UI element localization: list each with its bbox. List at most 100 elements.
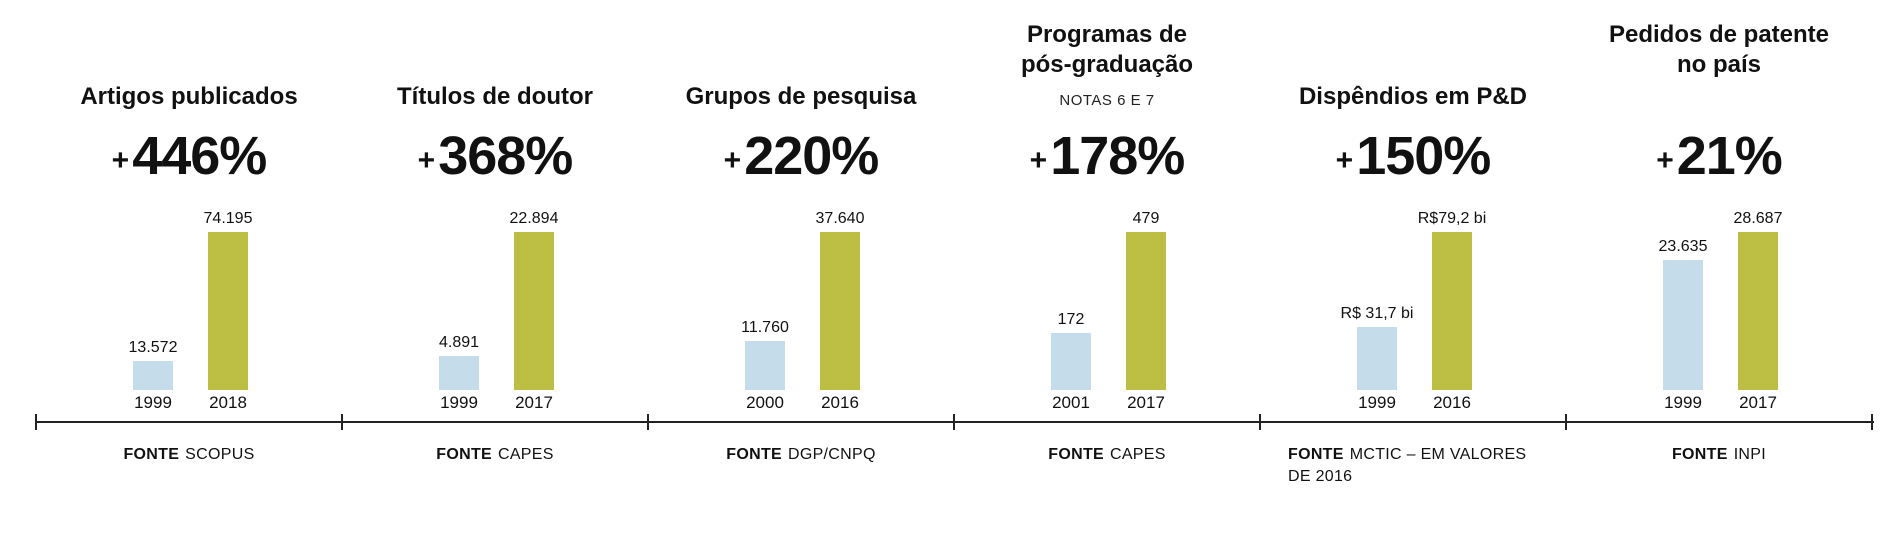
year-label: 2016	[1433, 393, 1471, 412]
panel-subtitle: NOTAS 6 E 7	[1059, 92, 1155, 109]
value-label: 23.635	[1658, 238, 1708, 255]
percent-value: 220%	[744, 126, 879, 186]
year-label: 1999	[440, 393, 478, 412]
percent-value: 21%	[1676, 126, 1783, 186]
panel-title-line: Dispêndios em P&D	[1298, 83, 1528, 110]
source-note: FONTE INPI	[1566, 444, 1872, 466]
source-label: FONTE	[726, 446, 782, 463]
panel-title-line: pós-graduação	[1020, 51, 1194, 78]
chart-panel: Títulos de doutor +368% 4.891 1999 22.894 201…	[342, 0, 648, 533]
plus-sign: +	[417, 144, 436, 177]
bar-earlier	[745, 341, 785, 390]
panel-title-line: Programas de	[1026, 21, 1188, 48]
value-label: 37.640	[815, 210, 865, 227]
source-note: FONTE DGP/CNPQ	[648, 444, 954, 466]
panel-title-line: Artigos publicados	[80, 83, 298, 110]
year-label: 2017	[1739, 393, 1777, 412]
value-label: 13.572	[128, 339, 178, 356]
source-value: SCOPUS	[185, 446, 255, 463]
source-label: FONTE	[1671, 446, 1728, 463]
value-label: 74.195	[203, 210, 253, 227]
bar-later	[514, 232, 554, 390]
year-label: 2017	[1127, 393, 1165, 412]
percent-value: 178%	[1050, 126, 1185, 186]
panel-title: Grupos de pesquisa	[648, 82, 954, 112]
panel-title-line: Pedidos de patente	[1608, 21, 1830, 48]
percent-change: +220%	[648, 126, 954, 191]
year-label: 1999	[1664, 393, 1702, 412]
axis-tick	[647, 414, 649, 430]
panel-title-line: Grupos de pesquisa	[685, 83, 917, 110]
bar-earlier	[133, 361, 173, 390]
percent-change: +21%	[1566, 126, 1872, 191]
chart-panel: Artigos publicados +446% 13.572 1999 74.195 2…	[36, 0, 342, 533]
year-label: 2001	[1052, 393, 1090, 412]
bar-earlier	[1357, 327, 1397, 390]
source-note: FONTE CAPES	[342, 444, 648, 466]
percent-change: +150%	[1260, 126, 1566, 191]
year-label: 1999	[134, 393, 172, 412]
source-note: FONTE MCTIC – EM VALORES DE 2016	[1288, 444, 1548, 488]
percent-change: +368%	[342, 126, 648, 191]
year-label: 1999	[1358, 393, 1396, 412]
bar-earlier	[1663, 260, 1703, 390]
axis-tick	[953, 414, 955, 430]
chart-panel: Programas de pós-graduação NOTAS 6 E 7 +178…	[954, 0, 1260, 533]
source-value: MCTIC – EM VALORES DE 2016	[1288, 446, 1527, 485]
value-label: 479	[1132, 210, 1160, 227]
source-value: DGP/CNPQ	[787, 446, 876, 463]
source-label: FONTE	[436, 446, 492, 463]
source-value: CAPES	[1109, 446, 1166, 463]
value-label: 11.760	[741, 319, 789, 336]
bar-later	[1738, 232, 1778, 390]
value-label: 172	[1057, 311, 1085, 328]
panel-title-line: no país	[1676, 51, 1761, 78]
panel-title: Títulos de doutor	[342, 82, 648, 112]
plus-sign: +	[111, 144, 130, 177]
value-label: R$ 31,7 bi	[1340, 305, 1414, 322]
plus-sign: +	[1335, 144, 1354, 177]
value-label: 28.687	[1733, 210, 1783, 227]
percent-change: +178%	[954, 126, 1260, 191]
year-label: 2000	[746, 393, 784, 412]
axis-tick	[1871, 414, 1873, 430]
source-value: CAPES	[497, 446, 554, 463]
percent-value: 150%	[1356, 126, 1491, 186]
source-label: FONTE	[1288, 446, 1344, 463]
percent-change: +446%	[36, 126, 342, 191]
bar-earlier	[439, 356, 479, 390]
year-label: 2018	[209, 393, 247, 412]
year-label: 2017	[515, 393, 553, 412]
source-note: FONTE SCOPUS	[36, 444, 342, 466]
panel-title-line: Títulos de doutor	[397, 83, 593, 110]
percent-value: 368%	[438, 126, 573, 186]
panel-title: Programas de pós-graduação	[954, 20, 1260, 80]
value-label: 22.894	[509, 210, 559, 227]
panel-title: Artigos publicados	[36, 82, 342, 112]
plus-sign: +	[1656, 144, 1674, 177]
value-label: R$79,2 bi	[1417, 210, 1487, 227]
panel-title: Dispêndios em P&D	[1260, 82, 1566, 112]
chart-panel: Grupos de pesquisa +220% 11.760 2000 37.640 2…	[648, 0, 954, 533]
bar-later	[820, 232, 860, 390]
chart-panel: Dispêndios em P&D +150% R$ 31,7 bi 1999 R$79…	[1260, 0, 1566, 533]
axis-tick	[1259, 414, 1261, 430]
chart-panel: Pedidos de patente no país +21% 23.635 1999 2…	[1566, 0, 1872, 533]
axis-tick	[35, 414, 37, 430]
plus-sign: +	[1029, 144, 1048, 177]
bar-later	[208, 232, 248, 390]
axis-tick	[1565, 414, 1567, 430]
panel-title: Pedidos de patente no país	[1566, 20, 1872, 80]
baseline-axis	[36, 421, 1874, 423]
bar-later	[1432, 232, 1472, 390]
source-label: FONTE	[123, 446, 180, 463]
bar-earlier	[1051, 333, 1091, 390]
plus-sign: +	[723, 144, 742, 177]
percent-value: 446%	[132, 126, 267, 186]
year-label: 2016	[821, 393, 859, 412]
source-value: INPI	[1733, 446, 1767, 463]
axis-tick	[341, 414, 343, 430]
source-label: FONTE	[1048, 446, 1104, 463]
value-label: 4.891	[438, 334, 480, 351]
